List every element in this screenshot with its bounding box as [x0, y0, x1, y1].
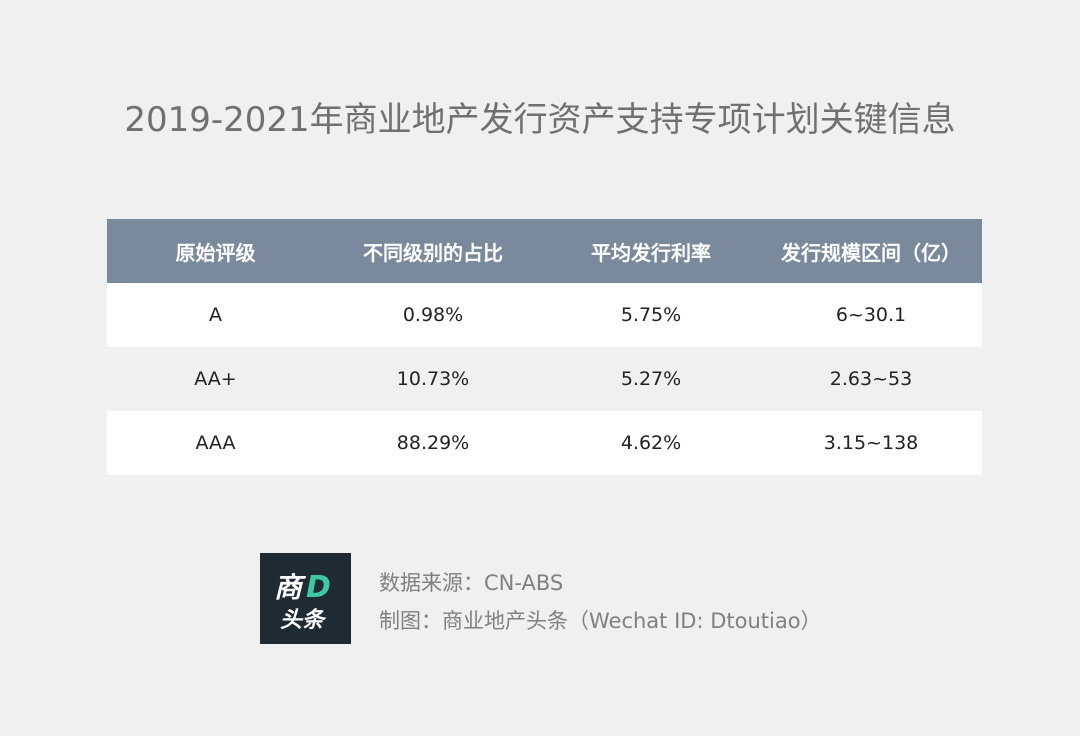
table-cell: 10.73%	[324, 347, 542, 411]
key-info-table: 原始评级 不同级别的占比 平均发行利率 发行规模区间（亿） A 0.98% 5.…	[107, 219, 982, 475]
chart-credit-note: 制图：商业地产头条（Wechat ID: Dtoutiao）	[379, 609, 822, 633]
brand-logo-icon: 商 D 头条	[260, 553, 351, 644]
chart-title: 2019-2021年商业地产发行资产支持专项计划关键信息	[124, 100, 956, 140]
table-row: A 0.98% 5.75% 6~30.1	[107, 283, 982, 347]
table-cell: 4.62%	[542, 411, 760, 475]
table-cell: 3.15~138	[760, 411, 982, 475]
table-cell: 5.27%	[542, 347, 760, 411]
data-source-note: 数据来源：CN-ABS	[379, 571, 564, 595]
table-header-row: 原始评级 不同级别的占比 平均发行利率 发行规模区间（亿）	[107, 219, 982, 283]
table-cell: 0.98%	[324, 283, 542, 347]
column-header-issue-range: 发行规模区间（亿）	[760, 219, 982, 283]
column-header-original-rating: 原始评级	[107, 219, 324, 283]
table-cell: 6~30.1	[760, 283, 982, 347]
table-cell: AA+	[107, 347, 324, 411]
table-cell: 88.29%	[324, 411, 542, 475]
logo-text-toutiao: 头条	[280, 608, 327, 633]
table-cell: A	[107, 283, 324, 347]
table-cell: 2.63~53	[760, 347, 982, 411]
logo-letter-d: D	[306, 570, 331, 605]
table-row: AA+ 10.73% 5.27% 2.63~53	[107, 347, 982, 411]
logo-text-shang: 商	[274, 571, 307, 604]
table-row: AAA 88.29% 4.62% 3.15~138	[107, 411, 982, 475]
table-cell: AAA	[107, 411, 324, 475]
table-cell: 5.75%	[542, 283, 760, 347]
column-header-avg-rate: 平均发行利率	[542, 219, 760, 283]
column-header-share: 不同级别的占比	[324, 219, 542, 283]
